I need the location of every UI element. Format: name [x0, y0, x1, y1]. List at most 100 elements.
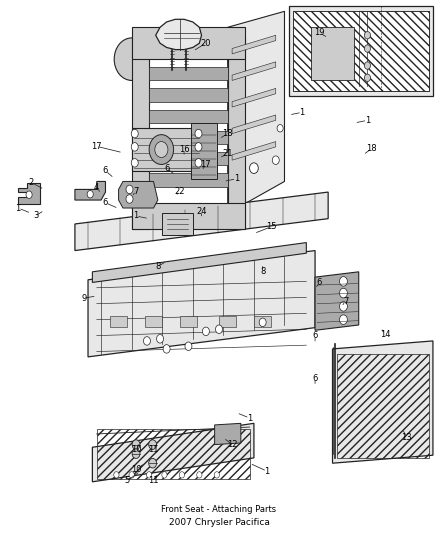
Text: 10: 10	[131, 465, 141, 474]
Bar	[311, 27, 354, 80]
Polygon shape	[191, 123, 217, 179]
Polygon shape	[228, 11, 285, 213]
Circle shape	[364, 45, 371, 52]
Circle shape	[185, 342, 192, 351]
Polygon shape	[289, 6, 433, 96]
Text: 10: 10	[131, 446, 141, 455]
Circle shape	[272, 156, 279, 165]
Text: 18: 18	[223, 129, 233, 138]
Polygon shape	[149, 110, 228, 123]
Text: 7: 7	[133, 187, 139, 196]
Text: 1: 1	[365, 116, 370, 125]
Polygon shape	[92, 423, 254, 482]
Text: 21: 21	[223, 149, 233, 158]
Circle shape	[364, 62, 371, 69]
Text: 11: 11	[148, 446, 159, 455]
Circle shape	[339, 288, 347, 298]
Circle shape	[114, 472, 119, 478]
Bar	[219, 317, 237, 327]
Text: 1: 1	[247, 414, 252, 423]
Polygon shape	[132, 128, 201, 171]
Text: 6: 6	[164, 164, 170, 173]
Circle shape	[277, 125, 283, 132]
Circle shape	[195, 143, 202, 151]
Text: 16: 16	[179, 145, 189, 154]
Text: 6: 6	[103, 198, 108, 207]
Circle shape	[126, 195, 133, 203]
Polygon shape	[232, 115, 276, 134]
Bar	[97, 429, 250, 479]
Text: 13: 13	[402, 433, 412, 442]
Text: 12: 12	[227, 440, 237, 449]
Circle shape	[162, 472, 167, 478]
Text: 6: 6	[312, 331, 318, 340]
Polygon shape	[215, 423, 241, 445]
Circle shape	[197, 472, 202, 478]
Text: 17: 17	[92, 142, 102, 151]
Polygon shape	[92, 243, 306, 282]
Text: 17: 17	[201, 160, 211, 169]
Text: 15: 15	[266, 222, 277, 231]
Text: 8: 8	[260, 268, 265, 276]
Polygon shape	[149, 152, 228, 165]
Circle shape	[156, 335, 163, 343]
Circle shape	[195, 159, 202, 167]
Polygon shape	[149, 88, 228, 102]
Polygon shape	[162, 213, 193, 235]
Polygon shape	[315, 272, 359, 330]
Polygon shape	[232, 35, 276, 54]
Polygon shape	[18, 182, 40, 204]
Circle shape	[339, 277, 347, 286]
Polygon shape	[149, 67, 228, 80]
Bar	[145, 317, 162, 327]
Circle shape	[339, 315, 347, 325]
Text: 1: 1	[265, 467, 270, 475]
Polygon shape	[132, 27, 245, 59]
Circle shape	[364, 31, 371, 39]
Text: 4: 4	[94, 183, 99, 192]
Text: 20: 20	[201, 39, 211, 48]
Circle shape	[149, 458, 156, 468]
Text: 2: 2	[28, 178, 34, 187]
Text: 1: 1	[234, 174, 239, 183]
Circle shape	[131, 159, 138, 167]
Text: 14: 14	[380, 330, 390, 339]
Circle shape	[202, 327, 209, 336]
Polygon shape	[332, 341, 433, 463]
Text: 9: 9	[81, 294, 86, 303]
Circle shape	[339, 302, 347, 311]
Circle shape	[131, 130, 138, 138]
Polygon shape	[75, 192, 328, 251]
Text: 18: 18	[367, 144, 377, 153]
Polygon shape	[149, 173, 228, 187]
Text: 7: 7	[343, 296, 348, 305]
Circle shape	[144, 337, 150, 345]
Polygon shape	[155, 19, 201, 50]
Text: 19: 19	[314, 28, 325, 37]
Polygon shape	[75, 181, 106, 200]
Bar	[180, 317, 197, 327]
Circle shape	[364, 74, 371, 82]
Circle shape	[26, 191, 32, 198]
Polygon shape	[149, 131, 228, 144]
Circle shape	[126, 185, 133, 193]
Bar	[254, 317, 272, 327]
Text: 1: 1	[299, 108, 304, 117]
Circle shape	[114, 38, 149, 80]
Circle shape	[214, 472, 219, 478]
Polygon shape	[88, 251, 315, 357]
Circle shape	[250, 163, 258, 173]
Polygon shape	[132, 38, 149, 229]
Circle shape	[155, 142, 168, 158]
Text: 2007 Chrysler Pacifica: 2007 Chrysler Pacifica	[169, 518, 269, 527]
Polygon shape	[232, 142, 276, 160]
Circle shape	[129, 472, 134, 478]
Circle shape	[228, 38, 263, 80]
Polygon shape	[232, 88, 276, 107]
Text: 1: 1	[134, 212, 139, 221]
Circle shape	[87, 190, 93, 198]
Bar	[337, 354, 428, 458]
Text: 11: 11	[148, 477, 159, 485]
Text: 6: 6	[317, 278, 322, 287]
Text: 1: 1	[15, 204, 21, 213]
